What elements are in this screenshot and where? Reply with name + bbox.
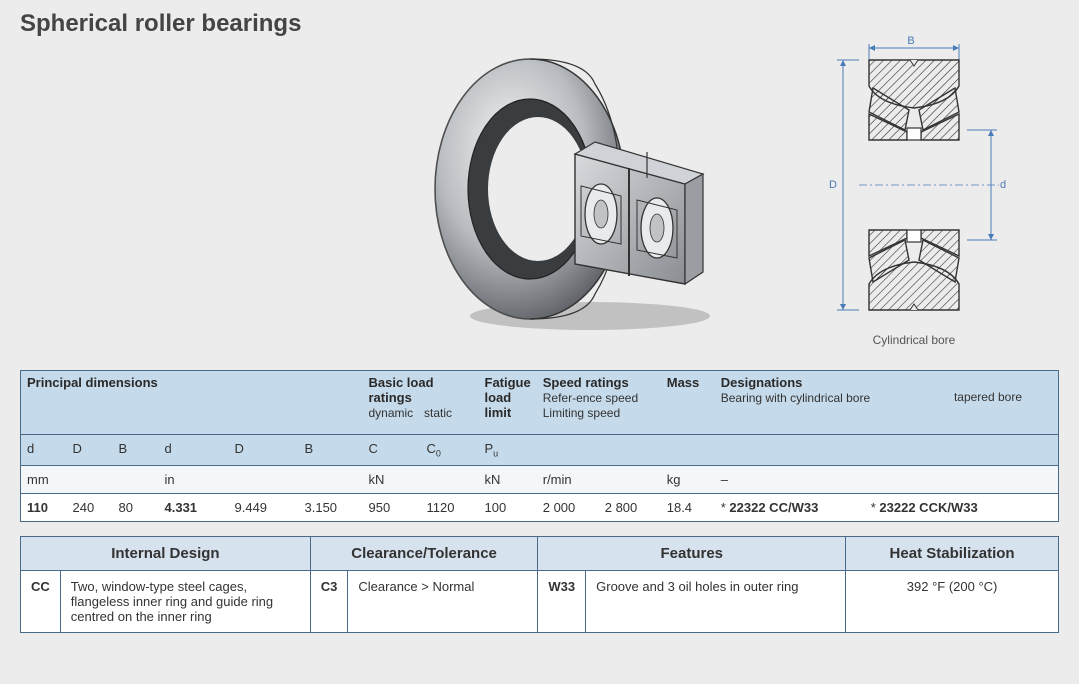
feature-table: Internal Design Clearance/Tolerance Feat… [20, 536, 1059, 633]
dim-D-label: D [829, 179, 837, 191]
symbol-row: d D B d D B C C0 Pu [21, 435, 1059, 466]
hero-figures: B D d [20, 44, 1059, 364]
schematic-caption: Cylindrical bore [799, 333, 1029, 347]
spec-table: Principal dimensions Basic load ratings … [20, 370, 1059, 522]
dim-B-label: B [907, 35, 914, 47]
feature-header-row: Internal Design Clearance/Tolerance Feat… [21, 536, 1059, 570]
bearing-3d-illustration [420, 44, 730, 334]
feature-data-row: CC Two, window-type steel cages, flangel… [21, 570, 1059, 632]
data-row: 110 240 80 4.331 9.449 3.150 950 1120 10… [21, 493, 1059, 521]
dim-d-label: d [1000, 179, 1006, 191]
bearing-schematic: B D d [799, 34, 1029, 334]
unit-row: mm in kN kN r/min kg – [21, 465, 1059, 493]
header-group-row: Principal dimensions Basic load ratings … [21, 371, 1059, 435]
